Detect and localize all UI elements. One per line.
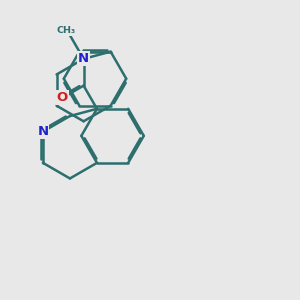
Text: N: N xyxy=(37,125,49,138)
Text: CH₃: CH₃ xyxy=(57,26,76,35)
Text: N: N xyxy=(78,52,89,65)
Text: O: O xyxy=(57,91,68,104)
